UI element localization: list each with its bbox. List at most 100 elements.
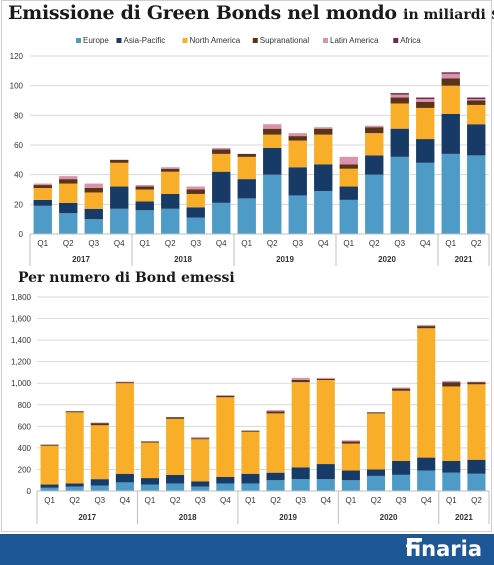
x-tick-label: Q3 xyxy=(190,239,201,248)
legend-swatch xyxy=(76,38,81,43)
bar-segment-north-america xyxy=(390,103,409,129)
y-tick-label: 80 xyxy=(14,111,23,120)
y-tick-label: 200 xyxy=(18,465,32,474)
bar-segment-europe xyxy=(216,483,235,491)
y-tick-label: 400 xyxy=(18,444,32,453)
bar-segment-europe xyxy=(316,479,335,491)
bar-segment-europe xyxy=(33,205,52,234)
bar-segment-asia-pacific xyxy=(161,193,180,209)
x-tick-label: Q2 xyxy=(471,239,482,248)
bar-segment-asia-pacific xyxy=(416,139,435,163)
bar-segment-europe xyxy=(467,155,486,234)
y-gridlines: 0 200 400 600 800 1,000 1,200 1,400 1,600 1,800 xyxy=(11,293,489,496)
bar-segment-north-america xyxy=(110,162,129,187)
x-tick-label: Q1 xyxy=(346,496,357,505)
bar-segment-supranational xyxy=(390,97,409,104)
bar-segment-supranational xyxy=(291,379,310,383)
bar-segment-supranational xyxy=(59,179,78,184)
bar-segment-supranational xyxy=(266,411,285,414)
bar-segment-latin-america xyxy=(390,94,409,98)
bar-segment-europe xyxy=(288,195,307,234)
bar-segment-supranational xyxy=(110,159,129,163)
bar-segment-asia-pacific xyxy=(241,473,260,484)
bar-segment-north-america xyxy=(266,413,285,473)
bar-segment-north-america xyxy=(33,188,52,200)
x-tick-label: Q4 xyxy=(420,239,431,248)
brand-logo[interactable]: finaria xyxy=(406,537,482,561)
bar-segment-latin-america xyxy=(316,377,335,379)
x-tick-label: Q4 xyxy=(320,496,331,505)
bar-segment-asia-pacific xyxy=(467,459,486,474)
x-year-labels: 2017 2018 2019 2020 2021 xyxy=(36,491,490,524)
bar-segment-latin-america xyxy=(266,410,285,412)
bar-segment-latin-america xyxy=(291,377,310,380)
x-tick-label: Q2 xyxy=(369,239,380,248)
year-label: 2020 xyxy=(378,255,396,264)
bar-segment-latin-america xyxy=(191,437,210,439)
bar-segment-latin-america xyxy=(417,325,436,327)
bar-segment-asia-pacific xyxy=(59,202,78,214)
legend-label: North America xyxy=(190,36,241,45)
bar-segment-europe xyxy=(110,208,129,234)
bar-segment-asia-pacific xyxy=(365,155,384,175)
bar-segment-north-america xyxy=(115,383,134,474)
bar-segment-north-america xyxy=(392,390,411,461)
bar-segment-north-america xyxy=(263,134,282,148)
bar-segment-north-america xyxy=(186,193,205,208)
x-tick-label: Q4 xyxy=(114,239,125,248)
year-label: 2018 xyxy=(174,255,192,264)
bars xyxy=(40,325,486,491)
bar-segment-latin-america xyxy=(341,440,360,442)
x-tick-label: Q4 xyxy=(421,496,432,505)
x-tick-label: Q1 xyxy=(44,496,55,505)
bar-segment-supranational xyxy=(467,382,486,385)
legend-swatch xyxy=(182,38,188,43)
bar-segment-north-america xyxy=(291,382,310,468)
year-label: 2018 xyxy=(179,513,197,522)
y-tick-label: 0 xyxy=(19,230,24,239)
bar-segment-north-america xyxy=(288,140,307,168)
bar-segment-north-america xyxy=(441,85,460,114)
bar-segment-supranational xyxy=(392,388,411,391)
bar-segment-supranational xyxy=(186,189,205,194)
legend-swatch xyxy=(252,38,258,43)
bar-segment-north-america xyxy=(241,431,260,474)
bar-segment-supranational xyxy=(339,164,358,169)
bar-segment-asia-pacific xyxy=(316,464,335,480)
bar-segment-latin-america xyxy=(115,381,134,383)
bar-segment-supranational xyxy=(366,412,386,414)
bar-segment-north-america xyxy=(341,443,360,471)
bar-segment-north-america xyxy=(216,397,235,477)
bar-segment-latin-america xyxy=(288,133,307,137)
bar-segment-supranational xyxy=(84,188,103,193)
bar-segment-supranational xyxy=(33,185,52,189)
bar-segment-latin-america xyxy=(212,147,231,150)
bar-segment-asia-pacific xyxy=(237,179,256,199)
bar-segment-asia-pacific xyxy=(186,207,205,218)
bar-segment-europe xyxy=(390,156,409,234)
legend-swatch xyxy=(323,38,328,43)
bar-segment-supranational xyxy=(314,128,333,135)
bar-segment-supranational xyxy=(442,382,461,387)
bar-segment-asia-pacific xyxy=(390,128,409,157)
bar-segment-asia-pacific xyxy=(140,478,160,485)
year-label: 2020 xyxy=(380,513,398,522)
y-tick-label: 1,000 xyxy=(11,379,32,388)
x-tick-label: Q2 xyxy=(371,496,382,505)
x-quarter-labels: Q1 Q2 Q3 Q4 Q1 Q2 Q3 Q4 Q1 Q2 Q3 Q4 Q1 Q2 Q3 Q4 Q1 Q2 xyxy=(37,239,482,248)
bar-segment-north-america xyxy=(442,386,461,461)
x-tick-label: Q2 xyxy=(267,239,278,248)
x-tick-label: Q3 xyxy=(292,239,303,248)
finaria-logo-icon xyxy=(406,538,422,556)
bar-segment-asia-pacific xyxy=(339,186,358,200)
bar-segment-asia-pacific xyxy=(392,460,411,475)
y-tick-label: 120 xyxy=(10,52,24,61)
bar-segment-latin-america xyxy=(59,176,78,180)
bar-segment-europe xyxy=(417,470,436,491)
bar-segment-north-america xyxy=(135,189,154,202)
bar-segment-north-america xyxy=(191,439,210,482)
bar-segment-supranational xyxy=(241,430,260,432)
bar-segment-supranational xyxy=(365,127,384,134)
